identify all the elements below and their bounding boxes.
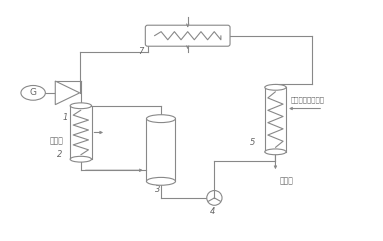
- Text: 4: 4: [210, 208, 215, 216]
- Text: 冷却水: 冷却水: [50, 136, 64, 145]
- Polygon shape: [55, 81, 80, 105]
- Ellipse shape: [265, 149, 286, 155]
- Ellipse shape: [70, 103, 92, 109]
- Ellipse shape: [146, 115, 175, 123]
- FancyBboxPatch shape: [145, 25, 230, 46]
- Ellipse shape: [265, 84, 286, 90]
- Text: 3: 3: [155, 185, 160, 194]
- Text: 冷凝水: 冷凝水: [280, 176, 294, 185]
- Text: 1: 1: [63, 113, 68, 122]
- Text: G: G: [29, 88, 37, 97]
- Ellipse shape: [21, 86, 45, 100]
- Circle shape: [207, 191, 222, 205]
- Text: 蒸汽透平排出乏气: 蒸汽透平排出乏气: [291, 96, 325, 103]
- Text: 2: 2: [57, 150, 62, 159]
- Text: 5: 5: [250, 138, 255, 147]
- Text: 7: 7: [138, 47, 143, 56]
- Ellipse shape: [70, 156, 92, 162]
- Ellipse shape: [146, 177, 175, 185]
